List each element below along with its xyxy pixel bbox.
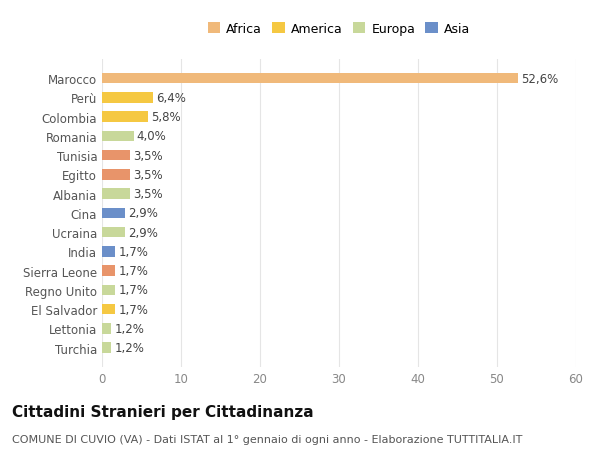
Bar xyxy=(102,266,115,276)
Text: 2,9%: 2,9% xyxy=(128,226,158,239)
Text: 5,8%: 5,8% xyxy=(151,111,181,124)
Bar xyxy=(102,93,152,103)
Text: COMUNE DI CUVIO (VA) - Dati ISTAT al 1° gennaio di ogni anno - Elaborazione TUTT: COMUNE DI CUVIO (VA) - Dati ISTAT al 1° … xyxy=(12,434,523,444)
Text: 1,2%: 1,2% xyxy=(115,322,145,335)
Text: 1,7%: 1,7% xyxy=(119,246,148,258)
Text: 4,0%: 4,0% xyxy=(137,130,167,143)
Bar xyxy=(102,73,518,84)
Bar xyxy=(102,246,115,257)
Bar xyxy=(102,112,148,123)
Text: 3,5%: 3,5% xyxy=(133,188,163,201)
Bar xyxy=(102,304,115,315)
Text: 1,7%: 1,7% xyxy=(119,284,148,297)
Bar xyxy=(102,324,112,334)
Text: 52,6%: 52,6% xyxy=(521,73,558,85)
Text: 1,2%: 1,2% xyxy=(115,341,145,354)
Bar xyxy=(102,151,130,161)
Bar xyxy=(102,131,134,142)
Text: 3,5%: 3,5% xyxy=(133,168,163,181)
Bar xyxy=(102,227,125,238)
Bar xyxy=(102,208,125,219)
Text: 1,7%: 1,7% xyxy=(119,303,148,316)
Bar xyxy=(102,189,130,200)
Legend: Africa, America, Europa, Asia: Africa, America, Europa, Asia xyxy=(208,23,470,36)
Bar xyxy=(102,170,130,180)
Text: 1,7%: 1,7% xyxy=(119,264,148,278)
Text: 6,4%: 6,4% xyxy=(156,92,185,105)
Text: 2,9%: 2,9% xyxy=(128,207,158,220)
Text: Cittadini Stranieri per Cittadinanza: Cittadini Stranieri per Cittadinanza xyxy=(12,404,314,419)
Bar xyxy=(102,285,115,296)
Text: 3,5%: 3,5% xyxy=(133,149,163,162)
Bar xyxy=(102,343,112,353)
